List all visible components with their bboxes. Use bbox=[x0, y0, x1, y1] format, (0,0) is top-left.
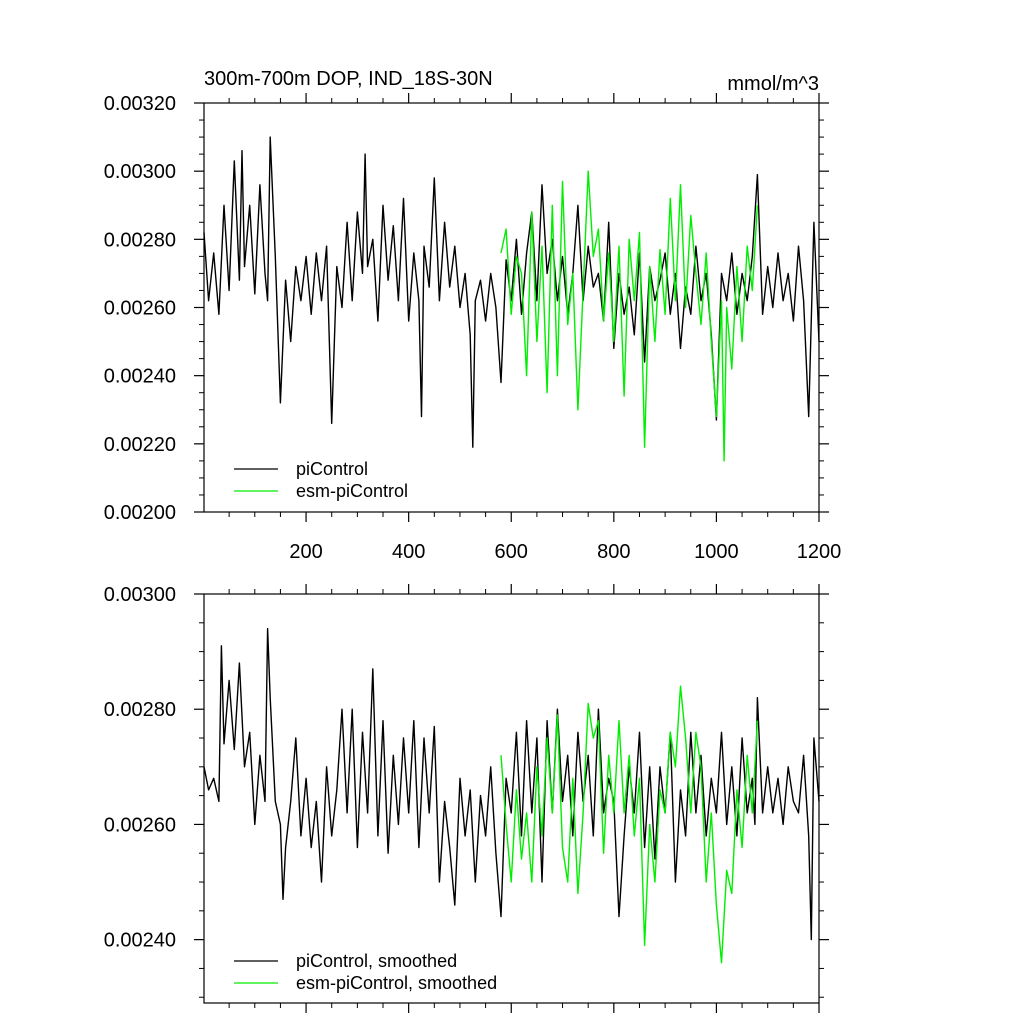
top-series-picontrol-line bbox=[203, 136, 820, 448]
bottom-axes: 0.00240 0.00260 0.00280 0.00300 bbox=[104, 584, 829, 1013]
top-y-tick-label: 0.00320 bbox=[104, 93, 176, 115]
top-x-tick-label: 1000 bbox=[694, 541, 739, 563]
top-y-tick-label: 0.00220 bbox=[104, 434, 176, 456]
bottom-plot-area bbox=[203, 627, 820, 964]
top-legend: piControl esm-piControl bbox=[234, 459, 408, 501]
bottom-y-tick-label: 0.00240 bbox=[104, 930, 176, 952]
bottom-panel: 0.00240 0.00260 0.00280 0.00300 piControl, … bbox=[104, 584, 829, 1013]
top-chart-units: mmol/m^3 bbox=[727, 73, 819, 95]
top-plot-area bbox=[203, 136, 820, 462]
top-chart-title: 300m-700m DOP, IND_18S-30N bbox=[204, 68, 493, 90]
bottom-series-esm-picontrol-line bbox=[500, 685, 759, 964]
top-legend-label-esm-picontrol: esm-piControl bbox=[296, 481, 408, 501]
bottom-series-picontrol-line bbox=[203, 627, 820, 941]
bottom-y-tick-label: 0.00280 bbox=[104, 699, 176, 721]
top-y-tick-label: 0.00300 bbox=[104, 161, 176, 183]
top-x-tick-label: 600 bbox=[495, 541, 528, 563]
bottom-y-tick-label: 0.00300 bbox=[104, 584, 176, 606]
top-x-tick-label: 400 bbox=[392, 541, 425, 563]
bottom-legend-label-esm-picontrol: esm-piControl, smoothed bbox=[296, 973, 497, 993]
top-y-tick-label: 0.00260 bbox=[104, 298, 176, 320]
top-axes: 0.00200 0.00220 0.00240 0.00260 0.00280 0.003… bbox=[104, 93, 842, 563]
top-y-tick-label: 0.00200 bbox=[104, 502, 176, 524]
bottom-legend-label-picontrol: piControl, smoothed bbox=[296, 951, 457, 971]
top-x-tick-label: 200 bbox=[289, 541, 322, 563]
top-legend-label-picontrol: piControl bbox=[296, 459, 368, 479]
bottom-y-tick-label: 0.00260 bbox=[104, 814, 176, 836]
bottom-legend: piControl, smoothed esm-piControl, smoot… bbox=[234, 951, 497, 993]
top-y-tick-label: 0.00280 bbox=[104, 229, 176, 251]
top-series-esm-picontrol-line bbox=[500, 170, 759, 462]
top-y-tick-label: 0.00240 bbox=[104, 366, 176, 388]
top-x-tick-label: 1200 bbox=[797, 541, 842, 563]
top-x-tick-label: 800 bbox=[597, 541, 630, 563]
top-panel: 0.00200 0.00220 0.00240 0.00260 0.00280 0.003… bbox=[104, 68, 842, 563]
